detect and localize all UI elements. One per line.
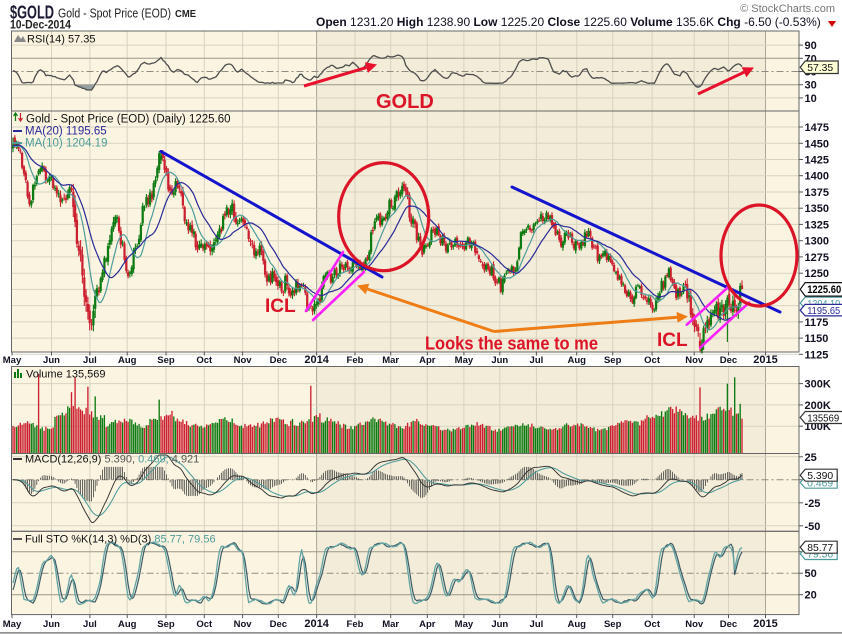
svg-text:Jul: Jul [530, 355, 544, 366]
svg-text:1350: 1350 [805, 203, 829, 215]
svg-text:Gold - Spot Price (EOD): Gold - Spot Price (EOD) [58, 6, 171, 21]
svg-text:135569: 135569 [807, 412, 839, 424]
svg-text:Oct: Oct [644, 355, 661, 366]
svg-text:Mar: Mar [382, 619, 399, 630]
svg-text:2014: 2014 [304, 618, 329, 630]
svg-text:Looks the same to me: Looks the same to me [425, 334, 598, 354]
svg-text:1150: 1150 [805, 333, 829, 345]
svg-text:Apr: Apr [419, 619, 436, 630]
svg-text:2015: 2015 [753, 354, 777, 366]
svg-text:1400: 1400 [805, 171, 829, 183]
svg-text:Jun: Jun [491, 355, 508, 366]
svg-text:Aug: Aug [567, 355, 586, 366]
svg-text:Dec: Dec [720, 619, 737, 630]
svg-text:20: 20 [805, 590, 817, 602]
svg-text:Open 1231.20 High 1238.90 Low: Open 1231.20 High 1238.90 Low 1225.20 Cl… [316, 15, 821, 29]
svg-text:1475: 1475 [805, 122, 829, 134]
svg-text:Apr: Apr [419, 355, 436, 366]
svg-text:1175: 1175 [805, 317, 829, 329]
svg-text:Jul: Jul [83, 619, 97, 630]
svg-text:2014: 2014 [304, 354, 329, 366]
svg-text:MA(20) 1195.65: MA(20) 1195.65 [25, 126, 107, 138]
svg-text:50: 50 [805, 568, 817, 580]
svg-text:Oct: Oct [644, 619, 661, 630]
svg-text:Sep: Sep [604, 355, 622, 366]
svg-text:Jul: Jul [83, 355, 97, 366]
svg-text:CME: CME [175, 8, 196, 20]
svg-text:May: May [455, 619, 474, 630]
svg-text:Nov: Nov [685, 355, 704, 366]
svg-text:May: May [3, 619, 22, 630]
svg-text:$GOLD: $GOLD [10, 3, 54, 23]
svg-text:Sep: Sep [604, 619, 622, 630]
svg-text:85.77: 85.77 [807, 542, 833, 554]
svg-text:Jun: Jun [491, 619, 508, 630]
svg-text:25: 25 [805, 452, 817, 464]
svg-text:10: 10 [805, 93, 817, 105]
svg-text:Aug: Aug [118, 619, 137, 630]
svg-text:2015: 2015 [753, 618, 777, 630]
svg-text:1275: 1275 [805, 252, 829, 264]
svg-text:Nov: Nov [234, 619, 253, 630]
svg-text:1450: 1450 [805, 138, 829, 150]
svg-text:90: 90 [805, 40, 817, 52]
svg-text:1300: 1300 [805, 236, 829, 248]
svg-text:Feb: Feb [347, 619, 364, 630]
svg-text:MACD(12,26,9) 5.390, 0.469, 4.: MACD(12,26,9) 5.390, 0.469, 4.921 [25, 454, 199, 466]
svg-text:100K: 100K [805, 421, 831, 433]
svg-text:Dec: Dec [270, 619, 287, 630]
svg-text:57.35: 57.35 [807, 62, 833, 74]
svg-text:Sep: Sep [157, 355, 175, 366]
svg-text:Jun: Jun [43, 619, 60, 630]
svg-text:Oct: Oct [196, 619, 213, 630]
svg-text:200K: 200K [805, 400, 831, 412]
svg-text:30: 30 [805, 80, 817, 92]
svg-text:ICL: ICL [657, 330, 688, 351]
svg-text:Mar: Mar [382, 355, 399, 366]
svg-text:May: May [3, 355, 22, 366]
svg-text:Aug: Aug [118, 355, 137, 366]
svg-text:1375: 1375 [805, 187, 829, 199]
svg-text:-25: -25 [805, 498, 821, 510]
svg-text:Dec: Dec [270, 355, 287, 366]
svg-text:RSI(14) 57.35: RSI(14) 57.35 [27, 34, 95, 46]
svg-text:Volume 135,569: Volume 135,569 [26, 369, 106, 381]
svg-text:Dec: Dec [720, 355, 737, 366]
svg-text:© StockCharts.com: © StockCharts.com [740, 3, 835, 15]
svg-text:300K: 300K [805, 379, 831, 391]
svg-text:-50: -50 [805, 521, 821, 533]
svg-text:1250: 1250 [805, 268, 829, 280]
svg-text:Nov: Nov [234, 355, 253, 366]
svg-text:Oct: Oct [196, 355, 213, 366]
svg-text:MA(10) 1204.19: MA(10) 1204.19 [25, 138, 107, 150]
svg-text:Full STO %K(14,3) %D(3) 85.77,: Full STO %K(14,3) %D(3) 85.77, 79.56 [25, 534, 216, 546]
svg-text:5.390: 5.390 [807, 470, 833, 482]
svg-text:GOLD: GOLD [376, 91, 434, 113]
svg-text:79.56: 79.56 [807, 550, 833, 561]
svg-text:Aug: Aug [567, 619, 586, 630]
svg-text:10-Dec-2014: 10-Dec-2014 [10, 20, 72, 32]
svg-text:Jun: Jun [43, 355, 60, 366]
svg-text:1325: 1325 [805, 219, 829, 231]
svg-text:Nov: Nov [685, 619, 704, 630]
svg-text:Jul: Jul [530, 619, 544, 630]
svg-text:1425: 1425 [805, 155, 829, 167]
svg-text:Gold - Spot Price (EOD) (Daily: Gold - Spot Price (EOD) (Daily) 1225.60 [26, 114, 231, 126]
svg-text:1125: 1125 [805, 349, 829, 361]
svg-text:Feb: Feb [347, 355, 364, 366]
svg-text:1225.60: 1225.60 [807, 284, 841, 296]
svg-text:1195.65: 1195.65 [807, 306, 840, 317]
svg-text:May: May [455, 355, 474, 366]
svg-text:Sep: Sep [157, 619, 175, 630]
svg-text:0.469: 0.469 [807, 478, 833, 489]
svg-text:ICL: ICL [265, 296, 296, 317]
